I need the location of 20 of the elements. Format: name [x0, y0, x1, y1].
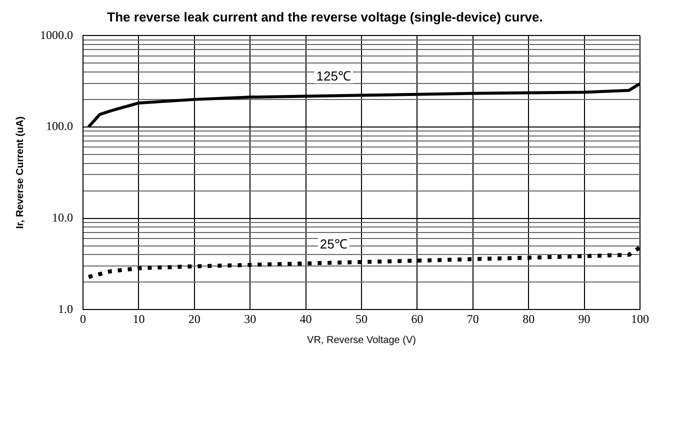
y-tick-label: 1000.0	[40, 28, 73, 42]
y-tick-label: 1.0	[58, 302, 73, 316]
x-tick-label: 50	[356, 312, 368, 326]
x-tick-label: 20	[188, 312, 200, 326]
x-tick-label: 80	[522, 312, 535, 326]
x-tick-label: 70	[466, 312, 479, 326]
x-tick-label: 60	[411, 312, 424, 326]
x-tick-label: 0	[80, 312, 86, 326]
y-tick-label: 10.0	[52, 210, 73, 224]
x-tick-label: 100	[631, 312, 649, 326]
chart-title: The reverse leak current and the reverse voltage (single-device) curve.	[107, 9, 543, 24]
y-axis-title: Ir, Reverse Current (uA)	[14, 116, 26, 229]
x-axis-title: VR, Reverse Voltage (V)	[307, 334, 416, 346]
x-tick-label: 90	[578, 312, 590, 326]
y-tick-label: 100.0	[46, 119, 73, 134]
series-label: 125℃	[316, 68, 351, 84]
x-tick-label: 40	[300, 312, 312, 326]
x-tick-label: 30	[244, 312, 256, 326]
series-label: 25℃	[320, 236, 348, 252]
x-tick-label: 10	[132, 312, 145, 326]
